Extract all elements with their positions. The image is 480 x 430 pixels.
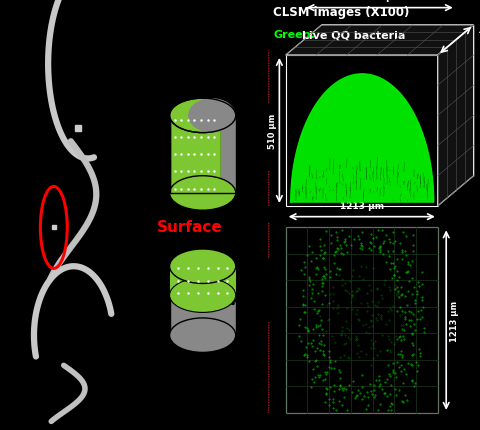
Ellipse shape (169, 318, 236, 353)
Text: 1213 μm: 1213 μm (477, 25, 480, 48)
Ellipse shape (169, 176, 236, 211)
Polygon shape (438, 26, 474, 206)
Text: 1213 μm: 1213 μm (340, 202, 384, 211)
Polygon shape (286, 26, 474, 56)
Ellipse shape (169, 278, 236, 313)
Polygon shape (169, 267, 236, 295)
Polygon shape (221, 116, 236, 194)
Polygon shape (286, 228, 438, 413)
Polygon shape (286, 56, 438, 206)
Text: Green:: Green: (273, 30, 315, 40)
Polygon shape (169, 267, 236, 335)
Text: CLSM images (X100): CLSM images (X100) (273, 6, 409, 19)
Text: Surface: Surface (157, 219, 223, 234)
Text: Live QQ bacteria: Live QQ bacteria (299, 30, 406, 40)
Ellipse shape (188, 99, 236, 133)
Text: 1213 μm: 1213 μm (450, 300, 459, 341)
Text: Inner matrix: Inner matrix (144, 357, 236, 370)
Text: 510 μm: 510 μm (268, 114, 277, 149)
Text: 1213 μm: 1213 μm (358, 0, 402, 2)
Ellipse shape (169, 99, 236, 133)
Ellipse shape (169, 249, 236, 284)
Polygon shape (169, 116, 221, 194)
